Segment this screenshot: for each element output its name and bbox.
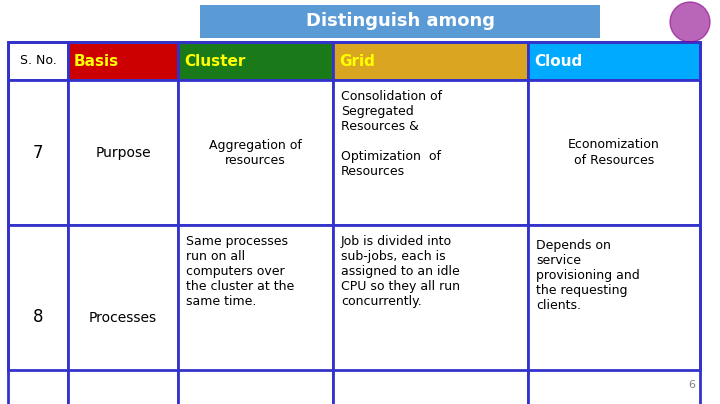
Text: Economization
of Resources: Economization of Resources — [568, 139, 660, 166]
Bar — [333, 225, 528, 404]
Bar — [200, 5, 600, 38]
Text: Purpose: Purpose — [95, 145, 150, 160]
Text: Cluster: Cluster — [184, 53, 246, 69]
Text: Processes: Processes — [89, 311, 157, 324]
Text: Cloud: Cloud — [534, 53, 582, 69]
Text: Distinguish among: Distinguish among — [305, 13, 495, 30]
Bar — [528, 225, 700, 404]
Text: Consolidation of
Segregated
Resources &

Optimization  of
Resources: Consolidation of Segregated Resources & … — [341, 90, 442, 178]
Bar — [528, 42, 700, 80]
Text: 6: 6 — [688, 380, 695, 390]
Bar — [8, 80, 68, 225]
Text: Grid: Grid — [339, 53, 375, 69]
Text: 8: 8 — [32, 309, 43, 326]
Text: Aggregation of
resources: Aggregation of resources — [209, 139, 302, 166]
Bar — [333, 80, 528, 225]
Bar — [68, 42, 178, 80]
Bar — [178, 42, 333, 80]
Bar — [178, 80, 333, 225]
Text: Job is divided into
sub-jobs, each is
assigned to an idle
CPU so they all run
co: Job is divided into sub-jobs, each is as… — [341, 235, 460, 308]
Bar — [68, 225, 178, 404]
Text: 7: 7 — [32, 143, 43, 162]
Bar — [333, 42, 528, 80]
Bar — [528, 80, 700, 225]
Text: Same processes
run on all
computers over
the cluster at the
same time.: Same processes run on all computers over… — [186, 235, 294, 308]
Circle shape — [670, 2, 710, 42]
Bar — [8, 225, 68, 404]
Bar — [8, 42, 68, 80]
Bar — [178, 225, 333, 404]
Text: Basis: Basis — [74, 53, 119, 69]
Bar — [8, 42, 700, 370]
Bar — [68, 80, 178, 225]
Text: S. No.: S. No. — [19, 55, 56, 67]
Text: Depends on
service
provisioning and
the requesting
clients.: Depends on service provisioning and the … — [536, 239, 640, 312]
